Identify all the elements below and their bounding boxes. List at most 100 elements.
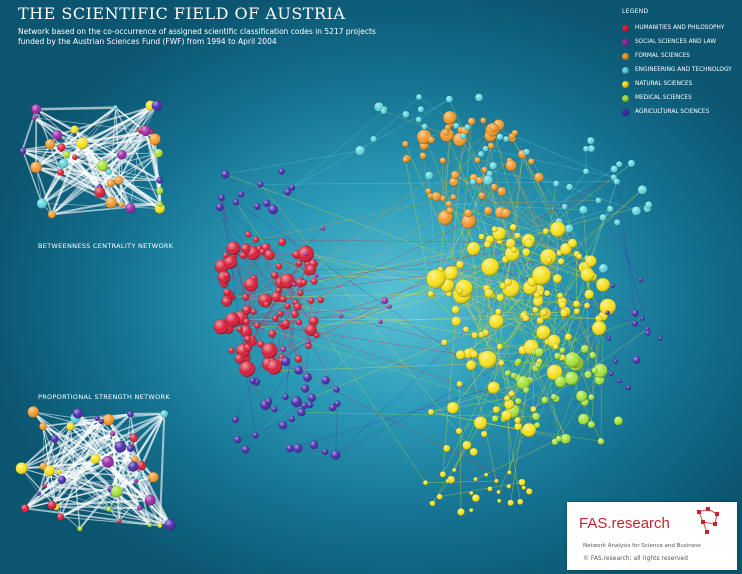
network-node-shine xyxy=(295,319,302,326)
mini-network-edge xyxy=(38,492,171,526)
network-node-shine xyxy=(105,196,117,209)
network-node-shine xyxy=(308,297,315,304)
network-edge xyxy=(499,295,561,347)
betweenness-network-label: BETWEENNESS CENTRALITY NETWORK xyxy=(38,242,174,250)
network-node-shine xyxy=(510,372,517,379)
network-edge xyxy=(305,253,436,280)
network-node-shine xyxy=(584,370,592,379)
network-node-shine xyxy=(576,390,588,402)
legend-label: HUMANITIES AND PHILOSOPHY xyxy=(635,25,725,31)
network-node-shine xyxy=(482,175,493,186)
network-edge xyxy=(470,186,495,222)
legend-swatch xyxy=(622,38,629,46)
network-node-shine xyxy=(244,277,258,292)
network-edge xyxy=(542,189,643,280)
legend-item-social: SOCIAL SCIENCES AND LAW xyxy=(622,35,732,49)
legend-label: FORMAL SCIENCES xyxy=(635,53,690,59)
network-node-shine xyxy=(305,342,312,349)
network-node-shine xyxy=(27,406,39,418)
network-node-shine xyxy=(445,95,453,103)
network-edge xyxy=(496,221,560,235)
network-node-shine xyxy=(587,137,595,145)
mini-network-edge xyxy=(112,413,131,434)
legend-item-engineering: ENGINEERING AND TECHNOLOGY xyxy=(622,63,732,77)
network-node-shine xyxy=(497,498,502,503)
mini-network-edge xyxy=(51,201,112,216)
network-node-shine xyxy=(560,309,569,318)
network-node-shine xyxy=(526,488,533,495)
network-node-shine xyxy=(509,223,517,231)
network-node-shine xyxy=(587,420,596,429)
network-node-shine xyxy=(515,358,522,365)
network-node-shine xyxy=(126,444,135,452)
network-edge xyxy=(470,234,498,366)
mini-network-edge xyxy=(60,171,160,209)
proportional-network-label: PROPORTIONAL STRENGTH NETWORK xyxy=(38,393,170,401)
network-node-shine xyxy=(467,117,476,126)
brand-tagline: Network Analysis for Science and Busines… xyxy=(583,543,701,549)
network-node-shine xyxy=(583,145,590,152)
mini-network-edge xyxy=(70,426,136,460)
network-node-shine xyxy=(439,195,446,202)
network-node-shine xyxy=(77,526,83,532)
mini-network-edge xyxy=(134,413,165,460)
network-node-shine xyxy=(462,440,472,450)
network-node-shine xyxy=(478,350,497,369)
network-node-shine xyxy=(550,221,566,238)
network-edge xyxy=(553,278,558,342)
network-node-shine xyxy=(57,475,66,484)
network-node-shine xyxy=(461,214,476,229)
network-node-shine xyxy=(333,386,340,393)
network-node-shine xyxy=(631,309,639,317)
network-edge xyxy=(448,293,563,351)
network-node-shine xyxy=(505,238,516,249)
network-node-shine xyxy=(309,440,319,449)
network-edge xyxy=(493,387,534,410)
network-node-shine xyxy=(489,162,498,170)
network-node-shine xyxy=(56,513,65,521)
network-node-shine xyxy=(487,381,500,394)
network-node-shine xyxy=(70,125,79,134)
network-node-shine xyxy=(293,443,303,453)
network-node-shine xyxy=(263,301,270,308)
network-node-shine xyxy=(329,404,337,412)
network-node-shine xyxy=(573,300,581,308)
page-title: THE SCIENTIFIC FIELD OF AUSTRIA xyxy=(18,4,346,23)
legend-swatch xyxy=(622,24,629,32)
network-node-shine xyxy=(645,201,653,209)
network-node-shine xyxy=(427,136,435,144)
network-edge xyxy=(240,184,261,195)
network-edge xyxy=(287,280,309,342)
network-node-shine xyxy=(289,184,296,191)
mini-network-edge xyxy=(42,425,140,478)
legend-swatch xyxy=(622,80,629,88)
network-node-shine xyxy=(469,178,477,186)
network-node-shine xyxy=(501,410,512,421)
network-node-shine xyxy=(106,506,112,512)
network-node-shine xyxy=(239,251,247,260)
mini-network-edge xyxy=(51,105,158,215)
network-node-shine xyxy=(151,100,162,111)
network-node-shine xyxy=(616,161,623,168)
network-node-shine xyxy=(457,508,465,516)
network-node-shine xyxy=(552,274,562,284)
network-node-shine xyxy=(536,317,544,325)
network-node-shine xyxy=(237,191,245,198)
network-node-shine xyxy=(589,351,597,359)
mini-network-edge xyxy=(79,105,158,144)
network-node-shine xyxy=(613,178,621,185)
network-edge xyxy=(291,111,384,188)
network-node-shine xyxy=(317,296,324,304)
network-node-shine xyxy=(631,206,641,216)
network-edge xyxy=(233,196,454,246)
network-node-shine xyxy=(469,491,474,496)
network-node-shine xyxy=(441,339,448,346)
network-node-shine xyxy=(137,504,143,511)
network-node-shine xyxy=(507,499,514,506)
network-edge xyxy=(425,480,497,483)
network-node-shine xyxy=(425,188,432,195)
network-node-shine xyxy=(264,397,273,406)
network-node-shine xyxy=(609,371,614,377)
network-edge xyxy=(431,479,452,504)
mini-network-edge xyxy=(51,504,171,526)
